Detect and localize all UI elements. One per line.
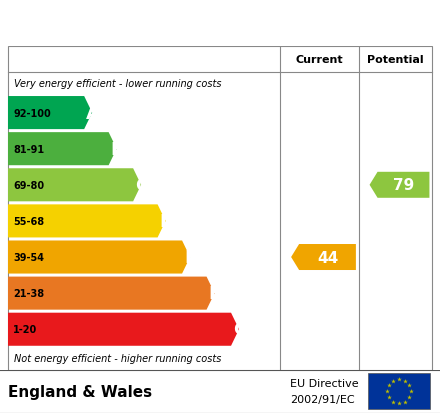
Polygon shape bbox=[8, 313, 239, 346]
Text: G: G bbox=[233, 320, 248, 338]
Text: 44: 44 bbox=[317, 250, 338, 265]
Text: F: F bbox=[209, 285, 221, 302]
Text: 69-80: 69-80 bbox=[13, 180, 44, 190]
Text: 79: 79 bbox=[393, 178, 414, 193]
Text: 55-68: 55-68 bbox=[13, 216, 44, 226]
Polygon shape bbox=[370, 172, 429, 198]
Text: Very energy efficient - lower running costs: Very energy efficient - lower running co… bbox=[14, 79, 221, 89]
Text: B: B bbox=[110, 140, 124, 158]
Text: D: D bbox=[160, 212, 175, 230]
Polygon shape bbox=[291, 244, 356, 271]
Polygon shape bbox=[8, 97, 92, 130]
Text: 81-91: 81-91 bbox=[13, 144, 44, 154]
Text: England & Wales: England & Wales bbox=[8, 384, 152, 399]
Polygon shape bbox=[8, 169, 141, 202]
Polygon shape bbox=[8, 133, 117, 166]
Text: Not energy efficient - higher running costs: Not energy efficient - higher running co… bbox=[14, 354, 221, 363]
Text: E: E bbox=[184, 248, 196, 266]
Text: Energy Efficiency Rating: Energy Efficiency Rating bbox=[11, 14, 299, 33]
Polygon shape bbox=[8, 205, 165, 238]
Text: 2002/91/EC: 2002/91/EC bbox=[290, 394, 355, 404]
Text: 39-54: 39-54 bbox=[13, 252, 44, 262]
Text: EU Directive: EU Directive bbox=[290, 378, 359, 388]
Text: A: A bbox=[86, 104, 100, 122]
Text: 1-20: 1-20 bbox=[13, 325, 37, 335]
Text: Potential: Potential bbox=[367, 55, 424, 65]
Polygon shape bbox=[8, 277, 215, 310]
Text: 21-38: 21-38 bbox=[13, 288, 44, 299]
Bar bbox=[368, 374, 430, 409]
Text: Current: Current bbox=[296, 55, 343, 65]
Polygon shape bbox=[8, 241, 190, 274]
Text: C: C bbox=[135, 176, 148, 195]
Text: 92-100: 92-100 bbox=[13, 108, 51, 118]
